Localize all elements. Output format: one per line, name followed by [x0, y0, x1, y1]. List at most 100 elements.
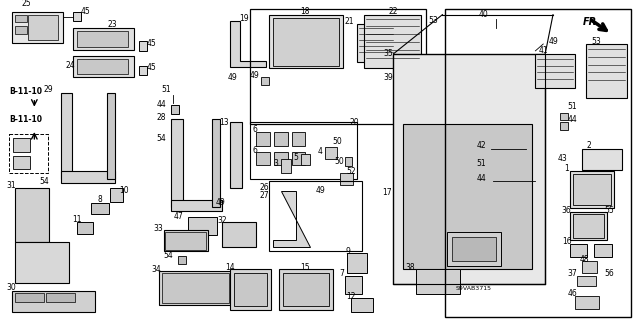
Bar — [109, 188, 124, 202]
Bar — [573, 174, 611, 205]
Bar — [582, 149, 621, 170]
Bar — [452, 237, 496, 261]
Polygon shape — [230, 122, 242, 188]
Bar — [12, 291, 95, 312]
Text: 49: 49 — [548, 37, 558, 46]
Text: 4: 4 — [317, 147, 323, 156]
Bar — [28, 15, 58, 40]
Bar — [560, 113, 568, 120]
Text: 12: 12 — [347, 292, 356, 301]
Text: 28: 28 — [157, 113, 166, 122]
Text: 37: 37 — [568, 270, 577, 278]
Text: 46: 46 — [568, 289, 577, 298]
Text: 48: 48 — [580, 255, 589, 264]
Text: 49: 49 — [227, 73, 237, 82]
Bar — [570, 171, 614, 208]
Polygon shape — [273, 191, 310, 247]
Text: 15: 15 — [301, 263, 310, 272]
Text: 56: 56 — [604, 270, 614, 278]
Text: 51: 51 — [477, 159, 486, 168]
Bar — [416, 269, 460, 293]
Bar — [364, 15, 421, 69]
Text: 45: 45 — [147, 63, 157, 72]
Text: 9: 9 — [345, 247, 350, 256]
Text: 54: 54 — [157, 134, 166, 144]
Text: 24: 24 — [66, 61, 76, 70]
Text: 53: 53 — [429, 16, 438, 25]
Text: 44: 44 — [477, 174, 486, 182]
Bar — [357, 25, 394, 62]
Bar — [292, 132, 305, 146]
Text: 11: 11 — [73, 215, 82, 224]
Bar — [77, 31, 128, 47]
Text: 32: 32 — [218, 216, 227, 225]
Bar — [91, 203, 109, 214]
Bar — [74, 12, 81, 21]
Bar — [536, 54, 575, 88]
Text: 49: 49 — [316, 186, 325, 195]
Text: 5: 5 — [293, 153, 298, 162]
Text: 20: 20 — [349, 118, 359, 127]
Text: 45: 45 — [81, 7, 90, 16]
Bar — [283, 273, 329, 306]
Text: 14: 14 — [225, 263, 235, 272]
Text: 29: 29 — [44, 85, 53, 94]
Text: 25: 25 — [22, 0, 31, 8]
Bar — [13, 138, 31, 152]
Text: 42: 42 — [477, 141, 486, 150]
Bar — [13, 156, 31, 169]
Bar — [161, 273, 229, 303]
Text: 34: 34 — [152, 264, 161, 274]
Bar — [445, 9, 631, 317]
Bar — [46, 293, 76, 302]
Bar — [274, 132, 288, 146]
Text: 31: 31 — [6, 182, 15, 190]
Text: 17: 17 — [382, 188, 392, 197]
Bar — [340, 173, 353, 185]
Bar — [230, 269, 271, 310]
Bar — [178, 256, 186, 264]
Bar — [212, 119, 220, 207]
Bar — [15, 242, 68, 283]
Text: 27: 27 — [259, 191, 269, 200]
Text: 51: 51 — [568, 102, 577, 111]
Text: B-11-10: B-11-10 — [9, 115, 42, 124]
Bar — [261, 77, 269, 85]
Bar — [403, 124, 532, 269]
Text: 36: 36 — [562, 206, 572, 215]
Text: 50: 50 — [335, 157, 344, 166]
Bar — [9, 134, 48, 173]
Text: 8: 8 — [97, 195, 102, 204]
Text: FR.: FR. — [582, 17, 600, 26]
Bar — [77, 59, 128, 74]
Bar — [274, 152, 288, 165]
Text: 41: 41 — [538, 46, 548, 56]
Bar — [163, 230, 207, 251]
Bar — [74, 56, 134, 77]
Text: 51: 51 — [162, 85, 172, 94]
Bar — [12, 12, 63, 43]
Bar — [269, 15, 342, 69]
Text: B-11-10: B-11-10 — [9, 87, 42, 96]
Bar — [394, 54, 545, 284]
Text: 33: 33 — [154, 225, 163, 234]
Bar — [139, 41, 147, 51]
Text: 6: 6 — [252, 125, 257, 134]
Bar — [344, 157, 353, 166]
Bar — [15, 26, 26, 34]
Bar — [344, 276, 362, 293]
Text: 50: 50 — [333, 137, 342, 146]
Text: 49: 49 — [216, 198, 225, 207]
Bar — [447, 232, 501, 266]
Text: 21: 21 — [345, 17, 354, 26]
Bar — [234, 273, 268, 306]
Text: 54: 54 — [164, 251, 173, 260]
Bar — [77, 222, 93, 234]
Bar — [279, 269, 333, 310]
Bar — [15, 188, 49, 242]
Text: 6: 6 — [252, 146, 257, 155]
Text: 45: 45 — [147, 39, 157, 48]
Bar — [325, 147, 337, 159]
Text: S9VAB3715: S9VAB3715 — [455, 286, 491, 291]
Bar — [351, 299, 373, 312]
